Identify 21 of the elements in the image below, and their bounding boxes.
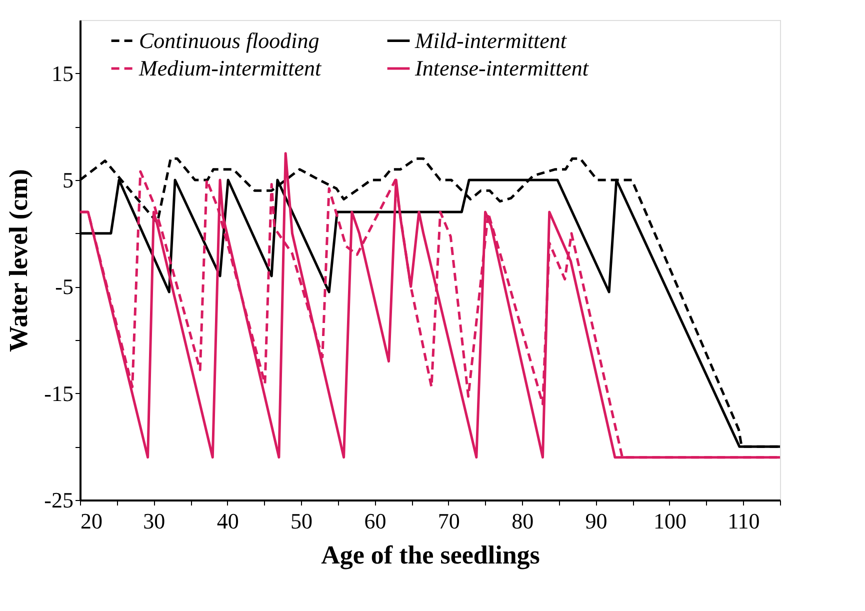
x-tick-label: 30 [143,508,166,534]
legend-label: Intense-intermittent [414,56,590,80]
x-tick-label: 20 [80,508,102,534]
x-tick-label: 100 [653,508,686,534]
x-tick-label: 70 [438,508,460,534]
y-tick-label: -15 [44,380,74,406]
x-axis-title: Age of the seedlings [321,540,540,570]
y-tick-label: -25 [44,488,74,512]
legend-label: Mild-intermittent [414,28,568,53]
legend-label: Continuous flooding [139,28,320,53]
x-tick-label: 50 [290,508,313,534]
x-tick-label: 80 [512,508,534,534]
legend-label: Medium-intermittent [138,56,322,80]
x-tick-label: 60 [364,508,386,534]
x-tick-label: 40 [216,508,239,534]
y-tick-label: 5 [62,168,74,192]
x-tick-label: 90 [585,508,608,534]
y-axis-title: Water level (cm) [4,169,34,352]
x-tick-label: 110 [728,508,760,534]
y-tick-label: -5 [55,274,74,300]
y-tick-label: 15 [52,60,74,86]
